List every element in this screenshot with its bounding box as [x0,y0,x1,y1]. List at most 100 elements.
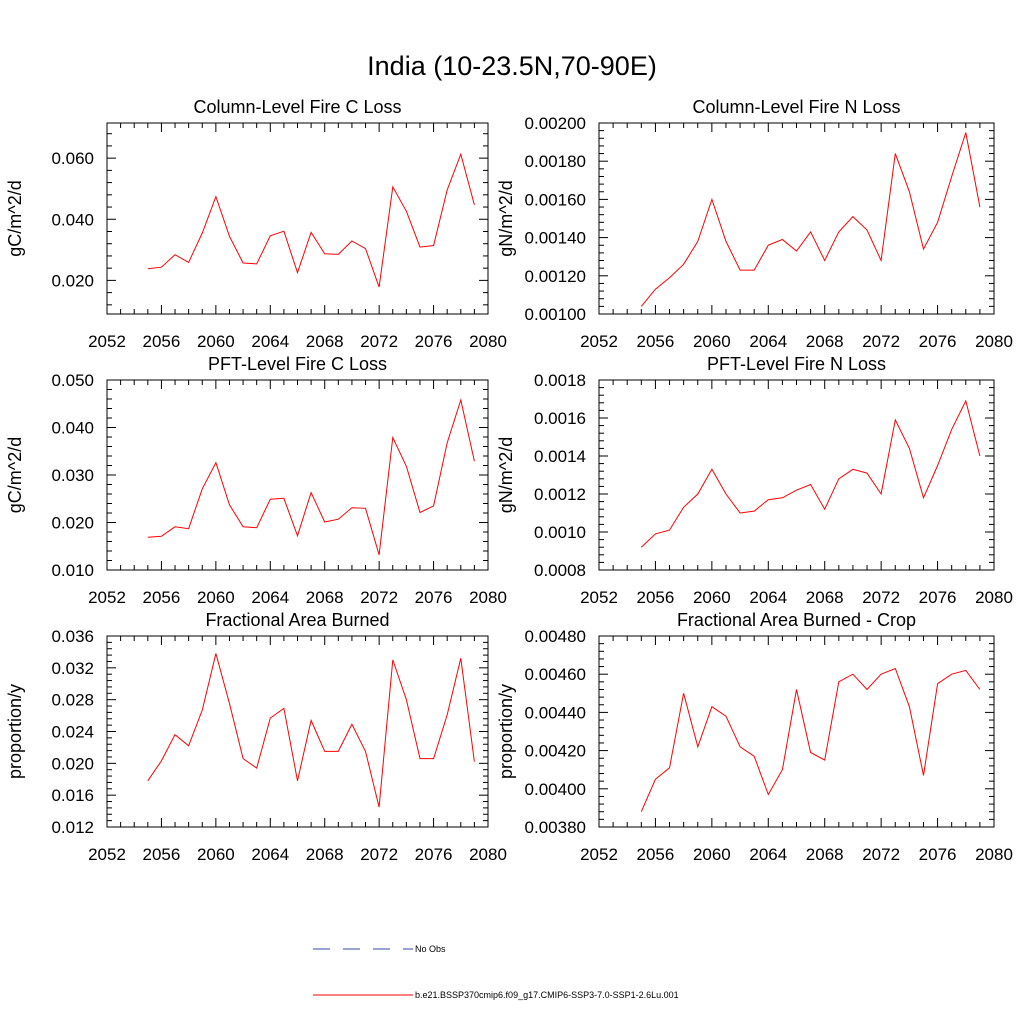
y-tick-label: 0.00380 [525,818,586,837]
x-tick-label: 2064 [749,588,787,607]
x-tick-label: 2080 [469,332,507,351]
y-tick-label: 0.060 [51,149,94,168]
panel-6: Fractional Area Burned - Crop 2052 2056 206… [496,610,1013,864]
y-axis-label: proportion/y [496,684,516,779]
y-tick-label: 0.020 [51,514,94,533]
panel-title: PFT-Level Fire N Loss [707,354,886,374]
x-tick-label: 2060 [693,845,731,864]
y-axis-label: gN/m^2/d [496,180,516,256]
panel-title: Fractional Area Burned [205,610,389,630]
x-tick-label: 2072 [360,332,398,351]
y-tick-label: 0.050 [51,371,94,390]
series-line [640,132,981,307]
y-tick-label: 0.032 [51,659,94,678]
legend-label: b.e21.BSSP370cmip6.f09_g17.CMIP6-SSP3-7.… [415,990,679,1000]
x-tick-label: 2068 [306,845,344,864]
x-tick-label: 2052 [580,588,618,607]
x-tick-label: 2076 [415,588,453,607]
panel-1: Column-Level Fire C Loss 2052 2056 2060 2064… [5,97,507,351]
y-tick-label: 0.00180 [525,152,586,171]
x-tick-label: 2072 [862,845,900,864]
y-tick-label: 0.0008 [534,561,586,580]
y-tick-label: 0.00420 [525,742,586,761]
x-tick-label: 2052 [88,588,126,607]
x-tick-label: 2064 [251,588,289,607]
x-tick-label: 2076 [919,588,957,607]
panel-title: Column-Level Fire C Loss [193,97,401,117]
x-tick-label: 2068 [806,332,844,351]
x-tick-label: 2072 [360,845,398,864]
y-tick-label: 0.0010 [534,523,586,542]
x-tick-label: 2056 [143,332,181,351]
y-tick-label: 0.0014 [534,447,586,466]
x-tick-label: 2056 [143,845,181,864]
x-tick-label: 2060 [693,588,731,607]
x-tick-label: 2052 [88,332,126,351]
y-tick-label: 0.00400 [525,780,586,799]
y-tick-label: 0.012 [51,818,94,837]
y-tick-label: 0.030 [51,466,94,485]
series-line [640,399,981,548]
x-tick-label: 2056 [143,588,181,607]
x-tick-label: 2072 [862,588,900,607]
panel-5: Fractional Area Burned 2052 2056 2060 2064 20… [5,610,507,864]
figure-title: India (10-23.5N,70-90E) [367,51,657,81]
x-tick-label: 2072 [360,588,398,607]
x-tick-label: 2076 [919,845,957,864]
x-tick-label: 2052 [580,845,618,864]
y-tick-label: 0.00460 [525,665,586,684]
y-tick-label: 0.020 [51,754,94,773]
x-tick-label: 2068 [306,588,344,607]
x-tick-label: 2080 [469,845,507,864]
y-tick-label: 0.00200 [525,114,586,133]
panel-title: Fractional Area Burned - Crop [677,610,916,630]
y-axis-label: gC/m^2/d [5,437,25,513]
y-axis-label: gN/m^2/d [496,437,516,513]
y-tick-label: 0.024 [51,723,94,742]
x-tick-label: 2056 [637,845,675,864]
x-tick-label: 2060 [197,332,235,351]
y-tick-label: 0.0012 [534,485,586,504]
x-tick-label: 2064 [251,845,289,864]
x-tick-label: 2080 [469,588,507,607]
panel-grid: Column-Level Fire C Loss 2052 2056 2060 2064… [5,97,1013,864]
x-tick-label: 2064 [251,332,289,351]
x-tick-label: 2068 [306,332,344,351]
y-tick-label: 0.040 [51,419,94,438]
y-tick-label: 0.00120 [525,267,586,286]
y-tick-label: 0.0016 [534,409,586,428]
y-tick-label: 0.0018 [534,371,586,390]
legend-label: No Obs [415,944,446,954]
series-line [640,667,981,812]
x-tick-label: 2068 [806,588,844,607]
panel-2: Column-Level Fire N Loss 2052 2056 2060 2064… [496,97,1013,351]
x-tick-label: 2076 [415,845,453,864]
y-tick-label: 0.00480 [525,627,586,646]
y-axis-label: proportion/y [5,684,25,779]
y-tick-label: 0.040 [51,210,94,229]
legend: No Obs b.e21.BSSP370cmip6.f09_g17.CMIP6-S… [313,944,679,1000]
x-tick-label: 2076 [415,332,453,351]
x-tick-label: 2064 [749,332,787,351]
x-tick-label: 2052 [88,845,126,864]
y-axis-label: gC/m^2/d [5,180,25,256]
y-tick-label: 0.020 [51,271,94,290]
x-tick-label: 2072 [862,332,900,351]
x-tick-label: 2080 [975,845,1013,864]
x-tick-label: 2056 [637,588,675,607]
series-line [147,152,475,288]
x-tick-label: 2080 [975,332,1013,351]
y-tick-label: 0.00140 [525,229,586,248]
x-tick-label: 2056 [637,332,675,351]
x-tick-label: 2080 [975,588,1013,607]
x-tick-label: 2064 [749,845,787,864]
x-tick-label: 2076 [919,332,957,351]
x-tick-label: 2060 [693,332,731,351]
panel-3: PFT-Level Fire C Loss 2052 2056 2060 2064 206… [5,354,507,607]
y-tick-label: 0.00100 [525,305,586,324]
panel-4: PFT-Level Fire N Loss 2052 2056 2060 2064 206… [496,354,1013,607]
x-tick-label: 2052 [580,332,618,351]
x-tick-label: 2068 [806,845,844,864]
y-tick-label: 0.00160 [525,190,586,209]
